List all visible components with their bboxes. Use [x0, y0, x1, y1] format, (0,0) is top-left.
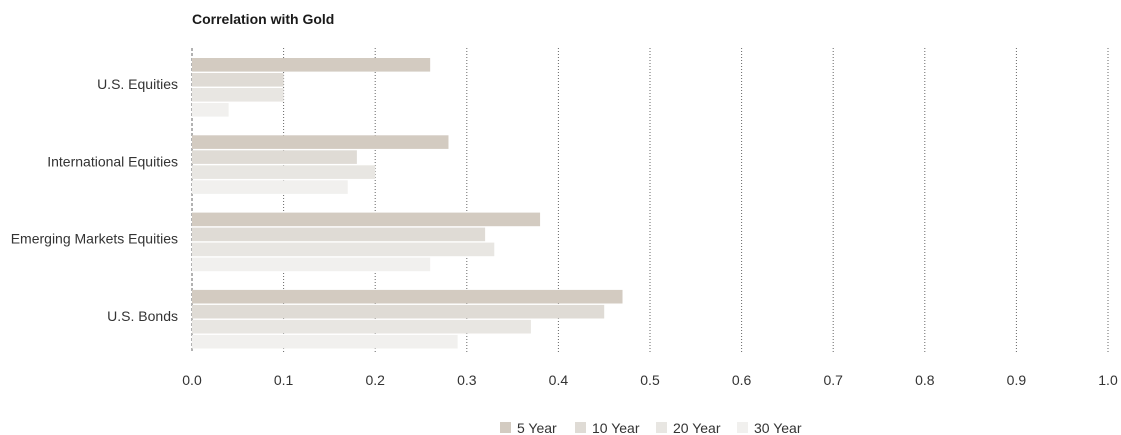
bar-5-year: [192, 58, 430, 72]
bar-20-year: [192, 165, 375, 179]
x-tick-label: 0.1: [274, 372, 294, 388]
x-tick-label: 0.3: [457, 372, 477, 388]
legend-label: 30 Year: [754, 420, 802, 435]
category-labels: U.S. Equities International Equities Emerg…: [11, 76, 178, 324]
bar-5-year: [192, 135, 448, 149]
bar-20-year: [192, 320, 531, 334]
category-label: U.S. Bonds: [107, 308, 178, 324]
bar-30-year: [192, 335, 458, 349]
bar-30-year: [192, 180, 348, 194]
x-tick-label: 0.6: [732, 372, 752, 388]
legend-label: 10 Year: [592, 420, 640, 435]
x-tick-label: 0.5: [640, 372, 660, 388]
x-tick-label: 0.9: [1007, 372, 1027, 388]
bar-10-year: [192, 73, 284, 87]
bar-5-year: [192, 290, 623, 304]
legend: 5 Year 10 Year 20 Year 30 Year: [500, 420, 802, 435]
x-tick-labels: 0.0 0.1 0.2 0.3 0.4 0.5 0.6 0.7 0.8 0.9 1.0: [182, 372, 1118, 388]
x-tick-label: 0.0: [182, 372, 202, 388]
bar-10-year: [192, 150, 357, 164]
legend-label: 5 Year: [517, 420, 557, 435]
x-tick-label: 0.4: [549, 372, 569, 388]
x-tick-label: 0.7: [823, 372, 843, 388]
bar-20-year: [192, 88, 284, 102]
x-tick-label: 0.2: [365, 372, 385, 388]
x-tick-label: 0.8: [915, 372, 935, 388]
bar-5-year: [192, 213, 540, 227]
category-label: International Equities: [47, 153, 178, 169]
bar-30-year: [192, 258, 430, 272]
chart-title: Correlation with Gold: [192, 11, 334, 27]
legend-swatch: [656, 422, 667, 433]
x-tick-label: 1.0: [1098, 372, 1118, 388]
legend-label: 20 Year: [673, 420, 721, 435]
bar-10-year: [192, 228, 485, 242]
bar-10-year: [192, 305, 604, 319]
legend-swatch: [575, 422, 586, 433]
category-label: U.S. Equities: [97, 76, 178, 92]
bar-20-year: [192, 243, 494, 257]
bar-30-year: [192, 103, 229, 117]
bars: [192, 58, 623, 349]
category-label: Emerging Markets Equities: [11, 231, 178, 247]
legend-swatch: [737, 422, 748, 433]
legend-swatch: [500, 422, 511, 433]
